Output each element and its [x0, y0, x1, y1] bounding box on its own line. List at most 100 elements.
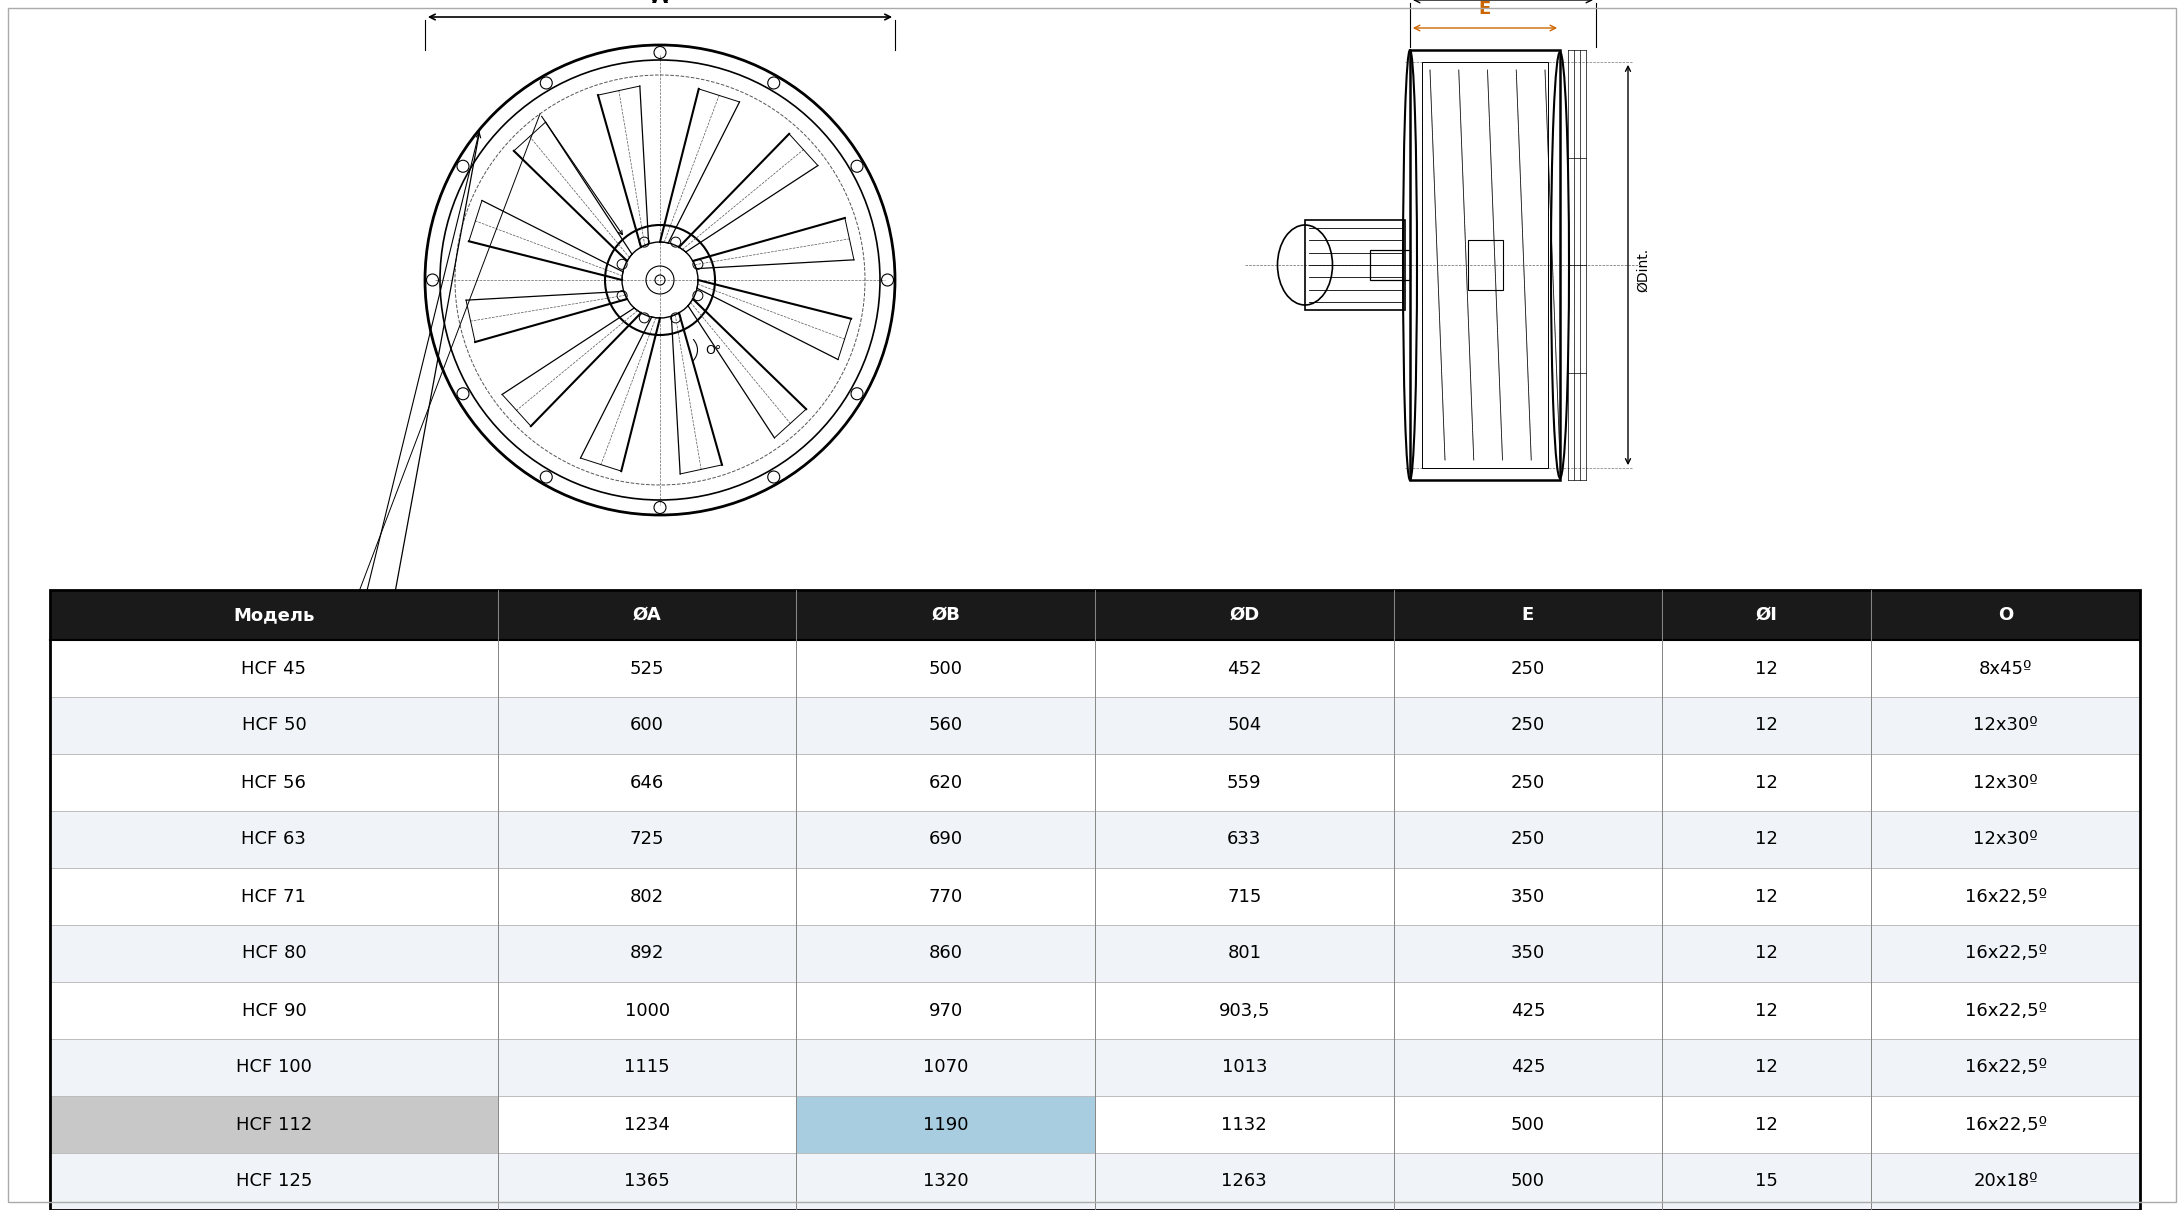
- Bar: [498, 1096, 797, 1153]
- Bar: [498, 1153, 797, 1210]
- Text: 12: 12: [1756, 716, 1778, 734]
- Text: 8x45º: 8x45º: [1979, 659, 2033, 678]
- Text: 16x22,5º: 16x22,5º: [1966, 1116, 2046, 1134]
- Text: 16x22,5º: 16x22,5º: [1966, 1059, 2046, 1077]
- Text: 633: 633: [1227, 830, 1262, 848]
- Bar: [1411, 50, 1559, 480]
- Bar: [1393, 640, 1662, 697]
- Text: ØI: ØI: [1756, 606, 1778, 624]
- Bar: [797, 811, 1094, 868]
- Text: 690: 690: [928, 830, 963, 848]
- Text: HCF 112: HCF 112: [236, 1116, 312, 1134]
- Bar: [1393, 924, 1662, 983]
- Bar: [797, 868, 1094, 924]
- Bar: [1662, 983, 1872, 1039]
- Text: HCF 50: HCF 50: [242, 716, 306, 734]
- Text: A: A: [653, 0, 668, 7]
- Text: 12: 12: [1756, 945, 1778, 962]
- Bar: [1422, 62, 1548, 468]
- Text: 250: 250: [1511, 773, 1544, 791]
- Text: Модель: Модель: [234, 606, 314, 624]
- Bar: [797, 1096, 1094, 1153]
- Text: 903,5: 903,5: [1219, 1002, 1271, 1020]
- Bar: [797, 697, 1094, 754]
- Bar: [797, 754, 1094, 811]
- Bar: [1393, 697, 1662, 754]
- Text: 1263: 1263: [1221, 1172, 1267, 1191]
- Text: ØDint.: ØDint.: [1636, 248, 1649, 292]
- Text: ØB: ØB: [323, 668, 345, 682]
- Bar: [1662, 868, 1872, 924]
- Bar: [1662, 640, 1872, 697]
- Text: 12: 12: [1756, 1116, 1778, 1134]
- Text: 15: 15: [1756, 1172, 1778, 1191]
- Text: 1190: 1190: [924, 1116, 968, 1134]
- Text: E: E: [1479, 0, 1492, 18]
- Text: 12: 12: [1756, 1002, 1778, 1020]
- Bar: [1662, 1096, 1872, 1153]
- Text: 500: 500: [1511, 1172, 1544, 1191]
- Bar: [1662, 1153, 1872, 1210]
- Bar: [1662, 697, 1872, 754]
- Text: 770: 770: [928, 887, 963, 905]
- Bar: [1872, 924, 2140, 983]
- Text: HCF 125: HCF 125: [236, 1172, 312, 1191]
- Bar: [1872, 640, 2140, 697]
- Text: HCF 80: HCF 80: [242, 945, 306, 962]
- Text: 860: 860: [928, 945, 963, 962]
- Text: 20x18º: 20x18º: [1974, 1172, 2038, 1191]
- Text: 16x22,5º: 16x22,5º: [1966, 1002, 2046, 1020]
- Text: 802: 802: [629, 887, 664, 905]
- Text: HCF 45: HCF 45: [242, 659, 306, 678]
- Text: 504: 504: [1227, 716, 1262, 734]
- Bar: [50, 811, 498, 868]
- Bar: [1872, 868, 2140, 924]
- Text: 525: 525: [629, 659, 664, 678]
- Bar: [1094, 1153, 1393, 1210]
- Text: HCF 56: HCF 56: [242, 773, 306, 791]
- Bar: [1094, 924, 1393, 983]
- Text: 620: 620: [928, 773, 963, 791]
- Bar: [1306, 220, 1404, 310]
- Text: 12: 12: [1756, 887, 1778, 905]
- Text: HCF 71: HCF 71: [242, 887, 306, 905]
- Bar: [1094, 754, 1393, 811]
- Text: ØB: ØB: [930, 606, 961, 624]
- Bar: [1872, 590, 2140, 640]
- Bar: [1393, 590, 1662, 640]
- Bar: [498, 754, 797, 811]
- Bar: [498, 590, 797, 640]
- Text: 12: 12: [1756, 773, 1778, 791]
- Text: 559: 559: [1227, 773, 1262, 791]
- Bar: [1393, 983, 1662, 1039]
- Bar: [1393, 1153, 1662, 1210]
- Text: 16x22,5º: 16x22,5º: [1966, 887, 2046, 905]
- Bar: [1662, 1039, 1872, 1096]
- Text: 452: 452: [1227, 659, 1262, 678]
- Bar: [498, 983, 797, 1039]
- Bar: [50, 640, 498, 697]
- Text: 425: 425: [1511, 1059, 1544, 1077]
- Bar: [1094, 1096, 1393, 1153]
- Text: E: E: [1522, 606, 1533, 624]
- Text: 1070: 1070: [924, 1059, 968, 1077]
- Bar: [1393, 754, 1662, 811]
- Bar: [1872, 1039, 2140, 1096]
- Text: 16x22,5º: 16x22,5º: [1966, 945, 2046, 962]
- Text: 1365: 1365: [625, 1172, 670, 1191]
- Text: HCF 100: HCF 100: [236, 1059, 312, 1077]
- Bar: [1872, 811, 2140, 868]
- Bar: [498, 1039, 797, 1096]
- Text: HCF 90: HCF 90: [242, 1002, 306, 1020]
- Text: 250: 250: [1511, 830, 1544, 848]
- Bar: [50, 983, 498, 1039]
- Text: 250: 250: [1511, 659, 1544, 678]
- Text: HCF 63: HCF 63: [242, 830, 306, 848]
- Bar: [1094, 811, 1393, 868]
- Bar: [797, 1039, 1094, 1096]
- Text: A: A: [653, 0, 668, 5]
- Text: 12: 12: [1756, 1059, 1778, 1077]
- Bar: [1393, 868, 1662, 924]
- Bar: [1094, 868, 1393, 924]
- Text: 715: 715: [1227, 887, 1262, 905]
